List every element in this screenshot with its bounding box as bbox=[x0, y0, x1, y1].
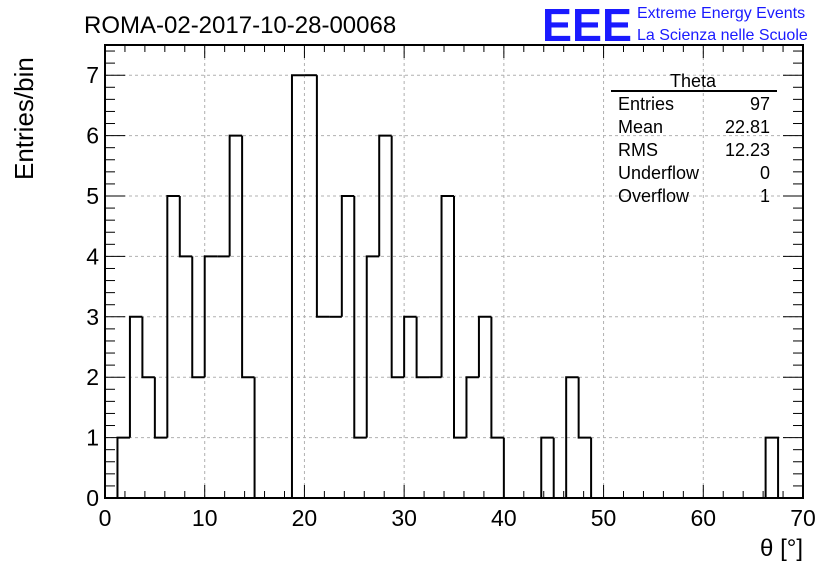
histogram-bin bbox=[141, 316, 155, 379]
histogram-bin bbox=[453, 196, 467, 439]
stats-rows: Entries 97 Mean 22.81 RMS 12.23 Underflow 0 Over… bbox=[618, 94, 770, 206]
histogram-bin bbox=[490, 316, 504, 439]
eee-logo-text: EEE bbox=[542, 0, 632, 51]
x-axis-label: θ [°] bbox=[760, 535, 803, 562]
histogram-bin bbox=[315, 75, 330, 318]
histogram-bin bbox=[477, 315, 492, 378]
y-tick-label: 4 bbox=[86, 243, 99, 269]
axis-ticks bbox=[104, 45, 804, 499]
histogram-bin bbox=[565, 376, 579, 498]
stats-row-value: 12.23 bbox=[725, 140, 770, 160]
eee-logo: EEE Extreme Energy Events La Scienza nel… bbox=[542, 0, 808, 51]
histogram-bin bbox=[415, 316, 430, 379]
y-tick-label: 1 bbox=[86, 425, 99, 451]
histogram-bin bbox=[365, 255, 380, 438]
run-title: ROMA-02-2017-10-28-00068 bbox=[84, 12, 396, 39]
y-tick-label: 3 bbox=[86, 304, 99, 330]
stats-row-label: Overflow bbox=[618, 186, 690, 206]
histogram-bin bbox=[353, 196, 367, 439]
histogram-bin bbox=[540, 436, 554, 498]
stats-box: Theta Entries 97 Mean 22.81 RMS 12.23 Underflo… bbox=[611, 71, 777, 206]
histogram-bin bbox=[502, 437, 517, 499]
stats-row-value: 1 bbox=[760, 186, 770, 206]
logo-tagline-1: Extreme Energy Events bbox=[637, 5, 805, 22]
stats-row-label: Underflow bbox=[618, 163, 700, 183]
stats-row-value: 0 bbox=[760, 163, 770, 183]
stats-row-label: Entries bbox=[618, 94, 674, 114]
histogram-bin bbox=[191, 256, 205, 379]
histogram-bin bbox=[128, 315, 143, 438]
histogram-bin bbox=[153, 377, 168, 439]
histogram-bin bbox=[116, 436, 130, 498]
histogram-bin bbox=[577, 377, 592, 439]
stats-row-value: 22.81 bbox=[725, 117, 770, 137]
x-tick-label: 40 bbox=[491, 505, 517, 531]
x-tick-label: 10 bbox=[192, 505, 218, 531]
x-tick-label: 20 bbox=[292, 505, 318, 531]
histogram-bin bbox=[764, 436, 780, 498]
histogram-bin bbox=[403, 315, 417, 378]
histogram-bin bbox=[440, 195, 454, 378]
x-tick-label: 50 bbox=[591, 505, 617, 531]
histogram-bin bbox=[590, 437, 604, 499]
y-tick-label: 2 bbox=[86, 364, 99, 390]
stats-row-label: RMS bbox=[618, 140, 658, 160]
x-tick-label: 70 bbox=[790, 505, 816, 531]
histogram-bin bbox=[390, 135, 405, 379]
histogram-bin bbox=[290, 74, 305, 498]
histogram-bin bbox=[465, 376, 479, 438]
y-tick-label: 6 bbox=[86, 123, 99, 149]
y-axis-label: Entries/bin bbox=[9, 57, 39, 180]
x-tick-label: 0 bbox=[99, 505, 112, 531]
plot-frame bbox=[104, 44, 804, 499]
stats-row-value: 97 bbox=[750, 94, 770, 114]
y-tick-label: 5 bbox=[86, 183, 99, 209]
histogram-bin bbox=[203, 255, 218, 378]
logo-tagline-2: La Scienza nelle Scuole bbox=[637, 27, 808, 44]
histogram-bin bbox=[228, 134, 243, 257]
histogram-bin bbox=[552, 437, 567, 499]
histogram-series bbox=[105, 74, 780, 499]
stats-row-label: Mean bbox=[618, 117, 663, 137]
histogram-bin bbox=[166, 195, 180, 438]
x-tick-label: 30 bbox=[391, 505, 417, 531]
stats-title: Theta bbox=[670, 71, 717, 91]
x-tick-label: 60 bbox=[690, 505, 716, 531]
histogram-bin bbox=[178, 196, 193, 258]
histogram-bin bbox=[241, 135, 255, 379]
histogram-bin bbox=[340, 195, 355, 317]
y-tick-label: 7 bbox=[86, 62, 99, 88]
y-tick-label: 0 bbox=[86, 485, 99, 511]
histogram-bin bbox=[378, 134, 392, 257]
